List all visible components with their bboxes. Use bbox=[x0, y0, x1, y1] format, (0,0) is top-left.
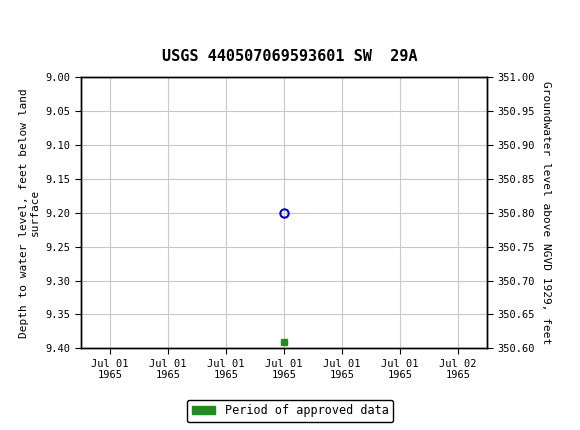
Text: ≡USGS: ≡USGS bbox=[3, 12, 74, 31]
Legend: Period of approved data: Period of approved data bbox=[187, 399, 393, 422]
Text: USGS 440507069593601 SW  29A: USGS 440507069593601 SW 29A bbox=[162, 49, 418, 64]
Y-axis label: Depth to water level, feet below land
surface: Depth to water level, feet below land su… bbox=[19, 88, 40, 338]
Y-axis label: Groundwater level above NGVD 1929, feet: Groundwater level above NGVD 1929, feet bbox=[541, 81, 550, 344]
